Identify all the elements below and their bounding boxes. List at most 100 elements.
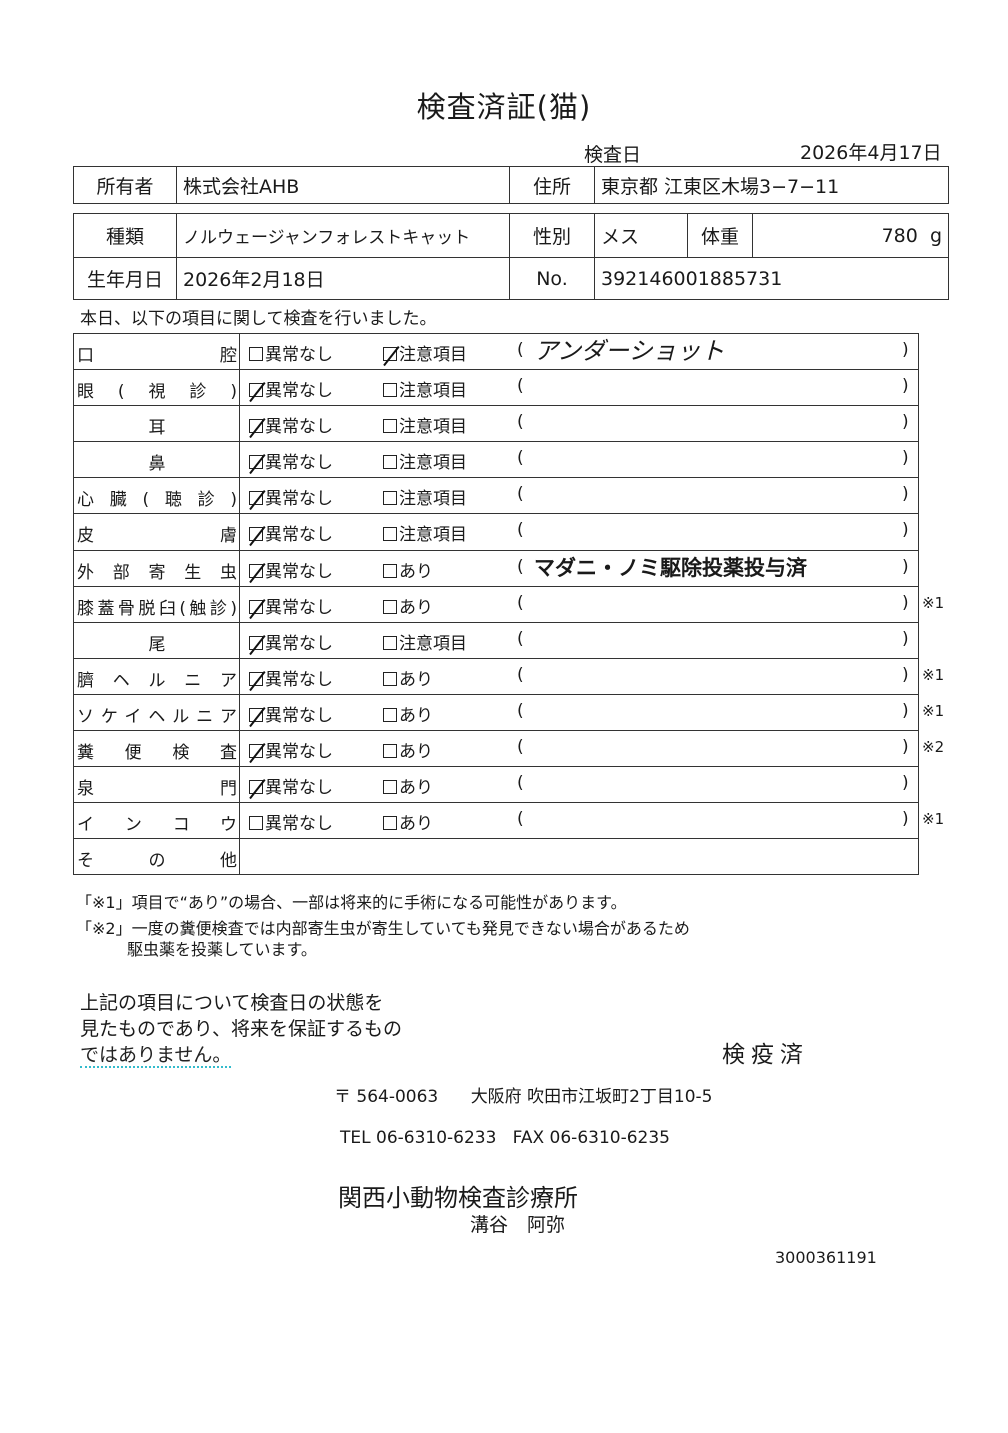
option-no-abnormality[interactable]: 異常なし	[249, 773, 333, 798]
option-finding[interactable]: 注意項目	[383, 376, 467, 401]
checkbox[interactable]	[249, 707, 263, 722]
checkbox[interactable]	[383, 707, 397, 722]
option-no-abnormality[interactable]: 異常なし	[249, 520, 333, 545]
clinic-tel: TEL 06-6310-6233	[340, 1128, 497, 1148]
checkbox[interactable]	[249, 780, 263, 795]
option-no-abnormality[interactable]: 異常なし	[249, 593, 333, 618]
option-finding[interactable]: 注意項目	[383, 412, 467, 437]
option-finding[interactable]: あり	[383, 809, 433, 834]
option-label: 注意項目	[399, 417, 467, 438]
checkbox[interactable]	[249, 599, 263, 614]
inspection-row: 糞便検査 異常なし あり () ※2	[74, 731, 944, 768]
checkbox[interactable]	[249, 635, 263, 650]
weight-number: 780	[881, 224, 918, 247]
option-no-abnormality[interactable]: 異常なし	[249, 448, 333, 473]
no-value: 392146001885731	[594, 257, 949, 300]
checkbox[interactable]	[383, 383, 397, 398]
option-finding[interactable]: あり	[383, 701, 433, 726]
clinic-address: 大阪府 吹田市江坂町2丁目10-5	[470, 1087, 713, 1107]
inspection-row: 心臓(聴診) 異常なし 注意項目 ()	[74, 478, 918, 515]
row-label: 皮膚	[77, 526, 237, 547]
checkbox[interactable]	[383, 347, 397, 361]
paren-open: (	[517, 737, 524, 758]
option-no-abnormality[interactable]: 異常なし	[249, 376, 333, 401]
option-finding[interactable]: 注意項目	[383, 448, 467, 473]
option-label: あり	[399, 742, 433, 763]
postal-code: 〒 564-0063	[334, 1087, 439, 1107]
option-no-abnormality[interactable]: 異常なし	[249, 701, 333, 726]
checkbox[interactable]	[249, 347, 263, 361]
footnote-mark: ※1	[922, 593, 945, 612]
option-finding[interactable]: あり	[383, 557, 433, 582]
address-label: 住所	[509, 166, 595, 204]
paren-close: )	[902, 484, 909, 505]
checkbox[interactable]	[249, 671, 263, 686]
checkbox[interactable]	[249, 455, 263, 470]
inspection-row: 泉門 異常なし あり ()	[74, 767, 918, 804]
checkbox[interactable]	[383, 671, 397, 686]
checkbox[interactable]	[383, 780, 397, 795]
animal-table: 種類 ノルウェージャンフォレストキャット 性別 メス 体重 780 g 生年月日…	[73, 213, 949, 300]
option-finding[interactable]: あり	[383, 593, 433, 618]
birth-label: 生年月日	[73, 257, 177, 300]
column-divider	[239, 370, 240, 406]
option-finding[interactable]: 注意項目	[383, 484, 467, 509]
checkbox[interactable]	[249, 563, 263, 578]
option-label: 異常なし	[265, 417, 333, 438]
address-value: 東京都 江東区木場3−7−11	[594, 166, 949, 204]
owner-table: 所有者 株式会社AHB 住所 東京都 江東区木場3−7−11	[73, 166, 949, 204]
option-label: あり	[399, 814, 433, 835]
option-no-abnormality[interactable]: 異常なし	[249, 629, 333, 654]
checkbox[interactable]	[383, 816, 397, 831]
option-finding[interactable]: 注意項目	[383, 340, 467, 365]
checkbox[interactable]	[383, 419, 397, 434]
option-finding[interactable]: あり	[383, 665, 433, 690]
option-no-abnormality[interactable]: 異常なし	[249, 809, 333, 834]
disclaimer: 上記の項目について検査日の状態を 見たものであり、将来を保証するもの ではありま…	[80, 990, 402, 1068]
option-finding[interactable]: 注意項目	[383, 629, 467, 654]
checkbox[interactable]	[249, 527, 263, 542]
inspection-row: 尾 異常なし 注意項目 ()	[74, 622, 918, 659]
breed-label: 種類	[73, 213, 177, 258]
option-no-abnormality[interactable]: 異常なし	[249, 340, 333, 365]
intro-text: 本日、以下の項目に関して検査を行いました。	[80, 309, 437, 329]
row-label: 糞便検査	[77, 743, 237, 764]
checkbox[interactable]	[249, 491, 263, 506]
checkbox[interactable]	[249, 419, 263, 434]
option-finding[interactable]: あり	[383, 737, 433, 762]
checkbox[interactable]	[383, 635, 397, 650]
option-no-abnormality[interactable]: 異常なし	[249, 665, 333, 690]
owner-value: 株式会社AHB	[176, 166, 510, 204]
paren-open: (	[517, 809, 524, 830]
row-note: マダニ・ノミ駆除投薬投与済	[534, 555, 807, 580]
option-no-abnormality[interactable]: 異常なし	[249, 737, 333, 762]
checkbox[interactable]	[383, 744, 397, 759]
column-divider	[239, 803, 240, 839]
checkbox[interactable]	[249, 816, 263, 831]
checkbox[interactable]	[249, 744, 263, 759]
option-finding[interactable]: あり	[383, 773, 433, 798]
checkbox[interactable]	[383, 527, 397, 542]
inspection-date-label: 検査日	[584, 144, 642, 166]
paren-open: (	[517, 340, 524, 360]
inspection-grid: 口腔 異常なし 注意項目(アンダーショット) 眼(視診) 異常なし 注意項目() 耳異常なし…	[73, 333, 944, 876]
checkbox[interactable]	[383, 599, 397, 614]
option-finding[interactable]: 注意項目	[383, 520, 467, 545]
option-no-abnormality[interactable]: 異常なし	[249, 557, 333, 582]
checkbox[interactable]	[383, 455, 397, 470]
option-label: 異常なし	[265, 669, 333, 690]
paren-close: )	[902, 448, 909, 469]
option-no-abnormality[interactable]: 異常なし	[249, 412, 333, 437]
paren-close: )	[902, 556, 909, 577]
row-label: 泉門	[77, 779, 237, 800]
paren-open: (	[517, 448, 524, 469]
option-no-abnormality[interactable]: 異常なし	[249, 484, 333, 509]
option-label: 異常なし	[265, 814, 333, 835]
checkbox[interactable]	[249, 383, 263, 398]
document-code: 3000361191	[775, 1248, 877, 1267]
column-divider	[239, 586, 240, 622]
checkbox[interactable]	[383, 563, 397, 578]
document-title: 検査済証(猫)	[416, 90, 592, 124]
paren-close: )	[902, 737, 909, 758]
checkbox[interactable]	[383, 491, 397, 506]
